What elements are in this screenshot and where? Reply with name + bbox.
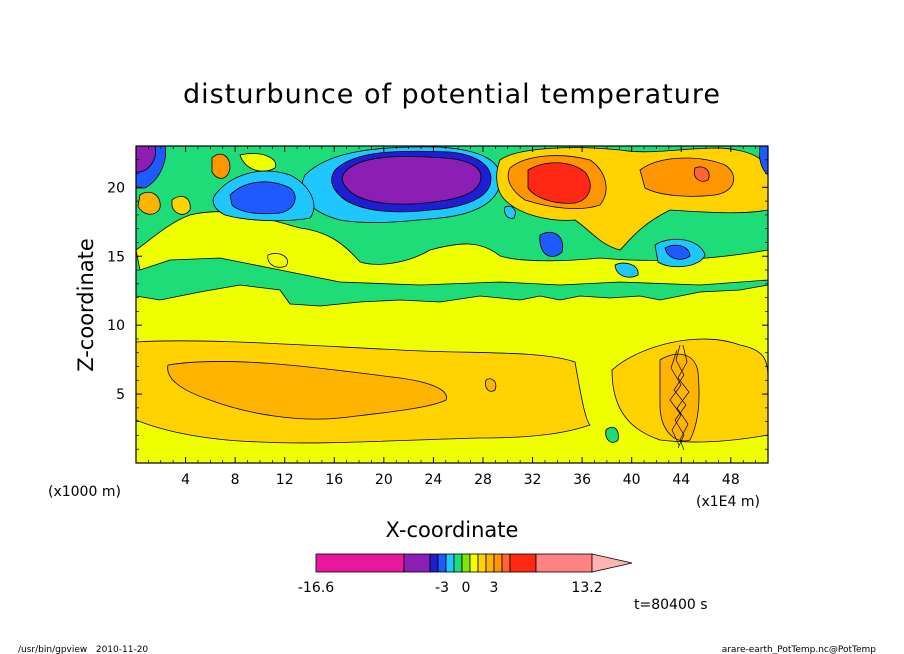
- y-axis-label: Z-coordinate: [74, 238, 98, 372]
- colorbar-segment: [469, 553, 479, 573]
- x-units-left: (x1000 m): [48, 484, 121, 500]
- contour-field: [136, 146, 768, 463]
- footer-left: /usr/bin/gpview 2010-11-20: [18, 645, 148, 654]
- colorbar-segment: [509, 553, 537, 573]
- colorbar-segment: [485, 553, 495, 573]
- colorbar-segment: [315, 553, 405, 573]
- y-tick-label: 10: [107, 318, 125, 334]
- colorbar-mid-label-zero: 0: [462, 580, 471, 596]
- colorbar-segment: [535, 553, 593, 573]
- footer-right: arare-earth_PotTemp.nc@PotTemp: [722, 645, 877, 654]
- colorbar-segment: [493, 553, 503, 573]
- x-tick-label: 36: [573, 472, 591, 488]
- contour-purple-center: [341, 156, 482, 205]
- y-tick-label: 15: [107, 249, 125, 265]
- plot-frame: [135, 145, 769, 464]
- colorbar-extend-arrow: [591, 553, 633, 573]
- y-tick-label: 20: [107, 180, 125, 196]
- colorbar-mid-label-pos: 3: [490, 580, 499, 596]
- x-axis: 4 8 12 16 20 24 28 32 36 40 44 48: [148, 146, 756, 488]
- colorbar-segment: [477, 553, 487, 573]
- x-tick-label: 20: [375, 472, 393, 488]
- x-tick-label: 8: [231, 472, 240, 488]
- time-label: t=80400 s: [634, 597, 708, 613]
- chart-title: disturbunce of potential temperature: [183, 79, 721, 110]
- colorbar-segment: [437, 553, 447, 573]
- x-tick-label: 16: [325, 472, 343, 488]
- colorbar-mid-label-neg: -3: [435, 580, 449, 596]
- x-tick-label: 28: [474, 472, 492, 488]
- y-tick-label: 5: [116, 387, 125, 403]
- colorbar: [315, 553, 633, 573]
- colorbar-segment: [453, 553, 463, 573]
- contour-yellow-pocket: [136, 211, 768, 286]
- colorbar-min-label: -16.6: [298, 580, 334, 596]
- x-tick-label: 4: [181, 472, 190, 488]
- x-tick-label: 12: [276, 472, 294, 488]
- y-axis: 5 10 15 20: [107, 159, 768, 450]
- x-axis-label: X-coordinate: [386, 518, 519, 542]
- contour-orange-core: [167, 361, 447, 420]
- contour-red-right: [527, 162, 591, 204]
- x-units-right: (x1E4 m): [696, 494, 760, 510]
- x-tick-label: 44: [672, 472, 690, 488]
- colorbar-segment: [403, 553, 431, 573]
- x-tick-label: 48: [722, 472, 740, 488]
- colorbar-max-label: 13.2: [571, 580, 602, 596]
- x-tick-label: 32: [524, 472, 542, 488]
- x-tick-label: 40: [623, 472, 641, 488]
- colorbar-segment: [429, 553, 439, 573]
- colorbar-segment: [461, 553, 471, 573]
- colorbar-segment: [445, 553, 455, 573]
- x-tick-label: 24: [424, 472, 442, 488]
- colorbar-segment: [501, 553, 511, 573]
